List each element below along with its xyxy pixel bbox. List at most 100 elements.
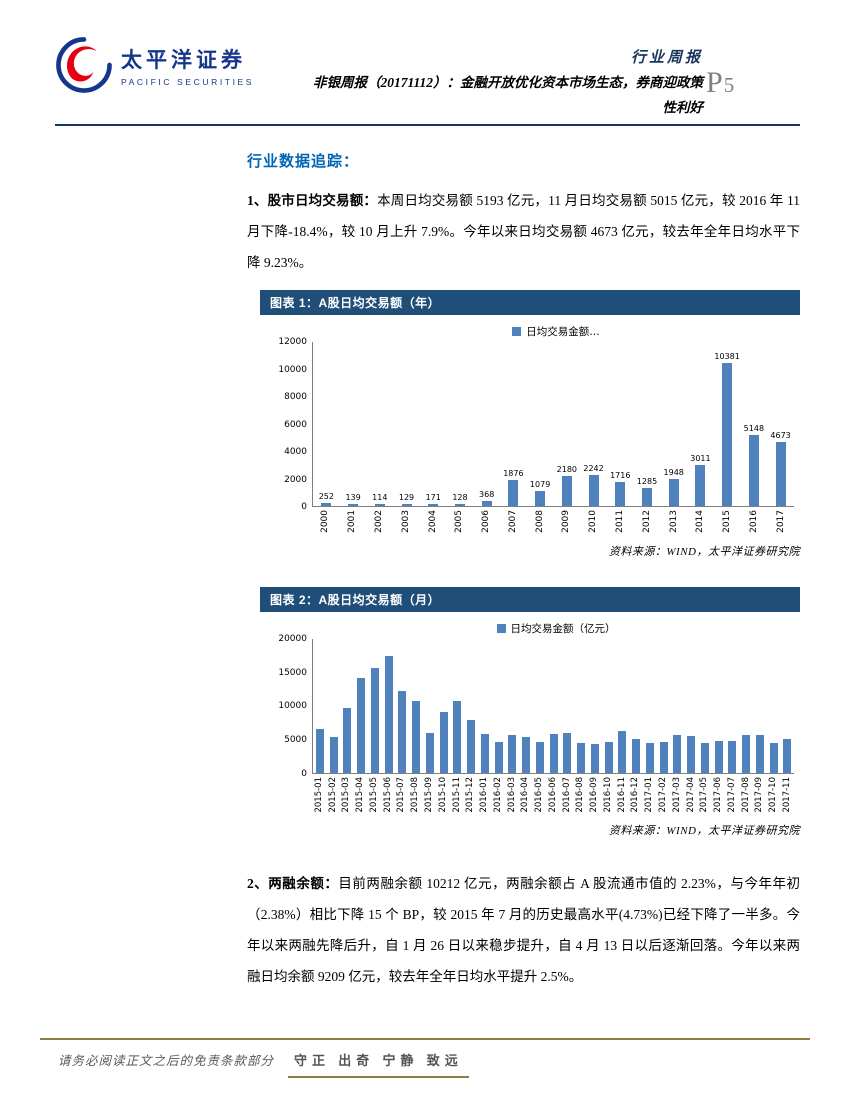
- report-subtitle-line2: 性利好: [662, 99, 704, 115]
- plot-bars: [313, 639, 794, 773]
- y-axis-tick-label: 5000: [284, 735, 307, 746]
- bar-value-label: 171: [425, 493, 441, 503]
- bar-slot: [588, 639, 602, 773]
- bar: [755, 734, 764, 773]
- x-axis-tick-label: 2001: [347, 510, 358, 533]
- report-type-label: 行业周报: [630, 50, 703, 66]
- bar-slot: [382, 639, 396, 773]
- y-axis-tick-label: 15000: [278, 667, 307, 678]
- x-axis-tick-label: 2006: [481, 510, 492, 533]
- bar: [722, 363, 733, 506]
- figure-1-legend: 日均交易金额…: [260, 324, 800, 339]
- x-axis-tick-label: 2016-04: [520, 776, 531, 813]
- bar-slot: [341, 639, 355, 773]
- x-axis-tick-label: 2013: [668, 510, 679, 533]
- bar: [615, 482, 626, 506]
- bar: [700, 742, 709, 773]
- bar-value-label: 2242: [583, 464, 604, 474]
- paragraph-2: 2、两融余额：目前两融余额 10212 亿元，两融余额占 A 股流通市值的 2.…: [247, 868, 800, 992]
- y-axis-tick-label: 20000: [278, 633, 307, 644]
- x-axis-tick-label: 2017-11: [781, 776, 792, 813]
- footer-motto: 守正 出奇 宁静 致远: [288, 1050, 469, 1078]
- x-axis-tick-label: 2016-10: [602, 776, 613, 813]
- bar: [590, 743, 599, 773]
- x-axis-tick-label: 2011: [614, 510, 625, 533]
- section-title: 行业数据追踪：: [247, 154, 360, 170]
- x-axis-tick-label: 2009: [561, 510, 572, 533]
- bar: [494, 741, 503, 773]
- y-axis-tick-label: 0: [301, 502, 307, 512]
- bar: [769, 742, 778, 773]
- bar: [348, 504, 359, 506]
- paragraph-2-lead: 2、两融余额：: [247, 876, 339, 892]
- bar-slot: [533, 639, 547, 773]
- bar: [695, 465, 706, 506]
- bar-slot: 4673: [767, 342, 794, 506]
- paragraph-1-text: 本周日均交易额 5193 亿元，11 月日均交易额 5015 亿元，较 2016…: [247, 193, 800, 270]
- bar: [618, 730, 627, 773]
- bar-slot: [616, 639, 630, 773]
- bar: [508, 480, 519, 506]
- bar-chart-annual-turnover: 0 2000 4000 6000 8000 10000 12000 252 139 114 129 1…: [260, 337, 800, 533]
- bar: [315, 728, 324, 773]
- brand-name-cn: 太平洋证券: [121, 48, 246, 72]
- bar-value-label: 1876: [503, 469, 524, 479]
- x-axis-tick-label: 2008: [534, 510, 545, 533]
- bar: [357, 677, 366, 773]
- bar: [454, 504, 465, 506]
- brand-text: 太平洋证券 PACIFIC SECURITIES: [121, 44, 254, 87]
- x-axis-tick-label: 2015: [722, 510, 733, 533]
- bar-slot: [423, 639, 437, 773]
- x-axis-tick-label: 2003: [400, 510, 411, 533]
- bar: [714, 740, 723, 773]
- bar-slot: [629, 639, 643, 773]
- x-axis-tick-label: 2005: [454, 510, 465, 533]
- bar-slot: [643, 639, 657, 773]
- figure-1-source: 资料来源：WIND，太平洋证券研究院: [608, 545, 800, 558]
- x-axis-tick-label: 2002: [373, 510, 384, 533]
- bar-chart-monthly-turnover: 0 5000 10000 15000 20000 2015-01 2015-02 2015-0…: [260, 634, 800, 813]
- page-number: P5: [706, 66, 734, 100]
- bar-slot: 5148: [741, 342, 768, 506]
- bar: [549, 733, 558, 773]
- bar-slot: [519, 639, 533, 773]
- bar: [645, 742, 654, 773]
- bar: [535, 741, 544, 773]
- bar-value-label: 252: [318, 492, 334, 502]
- bar: [428, 504, 439, 506]
- x-axis-tick-label: 2015-05: [368, 776, 379, 813]
- x-axis-tick-label: 2015-02: [327, 776, 338, 813]
- bar: [668, 479, 679, 506]
- legend-swatch-icon: [512, 327, 522, 336]
- x-axis-tick-label: 2017-05: [699, 776, 710, 813]
- x-axis-tick-label: 2016-11: [616, 776, 627, 813]
- legend-swatch-icon: [496, 623, 506, 633]
- bar-slot: [726, 639, 740, 773]
- bar-slot: [671, 639, 685, 773]
- bar: [748, 435, 759, 506]
- x-axis-tick-label: 2015-01: [313, 776, 324, 813]
- bar-slot: [464, 639, 478, 773]
- bar-value-label: 1716: [610, 471, 631, 481]
- x-axis-tick-label: 2015-09: [424, 776, 434, 813]
- x-axis-tick-label: 2015-06: [382, 776, 393, 813]
- bar: [439, 711, 448, 773]
- y-axis-tick-label: 6000: [284, 419, 307, 430]
- paragraph-1: 1、股市日均交易额：本周日均交易额 5193 亿元，11 月日均交易额 5015…: [247, 185, 800, 278]
- plot-bars: 252 139 114 129 171 128 368 1876 1079 2180 2242 171…: [313, 342, 794, 506]
- x-axis-tick-label: 2000: [320, 510, 331, 533]
- report-body: 行业数据追踪： 1、股市日均交易额：本周日均交易额 5193 亿元，11 月日均…: [247, 150, 800, 992]
- bar-slot: 128: [447, 342, 474, 506]
- pacific-securities-logo: 太平洋证券 PACIFIC SECURITIES: [55, 36, 254, 94]
- paragraph-1-lead: 1、股市日均交易额：: [247, 193, 378, 208]
- x-axis-tick-label: 2004: [427, 510, 438, 533]
- bar: [522, 736, 531, 773]
- bar-slot: 114: [366, 342, 393, 506]
- report-subtitle-line1: 非银周报（20171112）：金融开放优化资本市场生态，券商迎政策: [312, 75, 703, 90]
- y-axis-tick-label: 4000: [284, 447, 307, 457]
- bar-slot: 10381: [714, 342, 741, 506]
- bar-slot: 252: [313, 342, 340, 506]
- brand-name-en: PACIFIC SECURITIES: [121, 76, 255, 87]
- x-axis-tick-label: 2017-09: [754, 776, 765, 813]
- bar: [467, 719, 476, 773]
